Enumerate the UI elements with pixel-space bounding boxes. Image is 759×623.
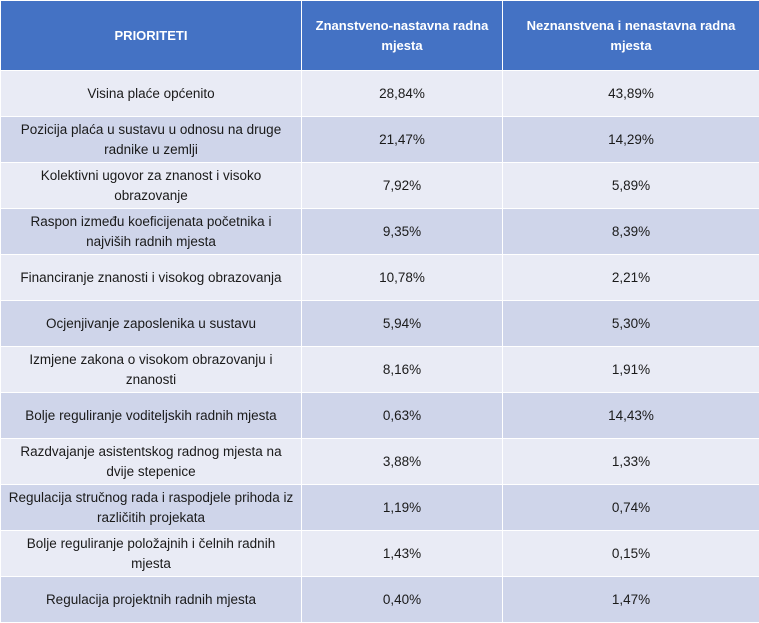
non-scientific-value-cell: 5,30%	[503, 301, 759, 347]
non-scientific-value-cell: 0,15%	[503, 531, 759, 577]
non-scientific-value-cell: 1,91%	[503, 347, 759, 393]
non-scientific-value-cell: 43,89%	[503, 71, 759, 117]
priority-cell: Raspon između koeficijenata početnika i …	[1, 209, 302, 255]
header-non-scientific-positions: Neznanstvena i nenastavna radna mjesta	[503, 1, 759, 71]
table-row: Razdvajanje asistentskog radnog mjesta n…	[1, 439, 759, 485]
priority-cell: Pozicija plaća u sustavu u odnosu na dru…	[1, 117, 302, 163]
non-scientific-value-cell: 14,43%	[503, 393, 759, 439]
priority-cell: Bolje reguliranje voditeljskih radnih mj…	[1, 393, 302, 439]
non-scientific-value-cell: 8,39%	[503, 209, 759, 255]
scientific-value-cell: 1,19%	[302, 485, 503, 531]
table-row: Regulacija stručnog rada i raspodjele pr…	[1, 485, 759, 531]
table-row: Financiranje znanosti i visokog obrazova…	[1, 255, 759, 301]
priority-cell: Ocjenjivanje zaposlenika u sustavu	[1, 301, 302, 347]
scientific-value-cell: 0,63%	[302, 393, 503, 439]
table-body: Visina plaće općenito 28,84% 43,89% Pozi…	[1, 71, 759, 623]
non-scientific-value-cell: 1,33%	[503, 439, 759, 485]
priority-cell: Financiranje znanosti i visokog obrazova…	[1, 255, 302, 301]
priority-cell: Bolje reguliranje položajnih i čelnih ra…	[1, 531, 302, 577]
non-scientific-value-cell: 2,21%	[503, 255, 759, 301]
table-row: Regulacija projektnih radnih mjesta 0,40…	[1, 577, 759, 623]
table-row: Kolektivni ugovor za znanost i visoko ob…	[1, 163, 759, 209]
scientific-value-cell: 10,78%	[302, 255, 503, 301]
scientific-value-cell: 8,16%	[302, 347, 503, 393]
table-row: Raspon između koeficijenata početnika i …	[1, 209, 759, 255]
header-row: PRIORITETI Znanstveno-nastavna radna mje…	[1, 1, 759, 71]
non-scientific-value-cell: 1,47%	[503, 577, 759, 623]
scientific-value-cell: 7,92%	[302, 163, 503, 209]
table-row: Pozicija plaća u sustavu u odnosu na dru…	[1, 117, 759, 163]
priority-cell: Kolektivni ugovor za znanost i visoko ob…	[1, 163, 302, 209]
scientific-value-cell: 9,35%	[302, 209, 503, 255]
header-scientific-teaching-positions: Znanstveno-nastavna radna mjesta	[302, 1, 503, 71]
non-scientific-value-cell: 0,74%	[503, 485, 759, 531]
priority-cell: Regulacija stručnog rada i raspodjele pr…	[1, 485, 302, 531]
scientific-value-cell: 28,84%	[302, 71, 503, 117]
table-row: Ocjenjivanje zaposlenika u sustavu 5,94%…	[1, 301, 759, 347]
priority-cell: Razdvajanje asistentskog radnog mjesta n…	[1, 439, 302, 485]
priority-cell: Visina plaće općenito	[1, 71, 302, 117]
non-scientific-value-cell: 5,89%	[503, 163, 759, 209]
table-row: Bolje reguliranje položajnih i čelnih ra…	[1, 531, 759, 577]
table-row: Bolje reguliranje voditeljskih radnih mj…	[1, 393, 759, 439]
scientific-value-cell: 3,88%	[302, 439, 503, 485]
non-scientific-value-cell: 14,29%	[503, 117, 759, 163]
scientific-value-cell: 0,40%	[302, 577, 503, 623]
table-header: PRIORITETI Znanstveno-nastavna radna mje…	[1, 1, 759, 71]
priority-cell: Izmjene zakona o visokom obrazovanju i z…	[1, 347, 302, 393]
table-row: Visina plaće općenito 28,84% 43,89%	[1, 71, 759, 117]
priority-cell: Regulacija projektnih radnih mjesta	[1, 577, 302, 623]
scientific-value-cell: 21,47%	[302, 117, 503, 163]
scientific-value-cell: 5,94%	[302, 301, 503, 347]
scientific-value-cell: 1,43%	[302, 531, 503, 577]
table-row: Izmjene zakona o visokom obrazovanju i z…	[1, 347, 759, 393]
header-priorities: PRIORITETI	[1, 1, 302, 71]
